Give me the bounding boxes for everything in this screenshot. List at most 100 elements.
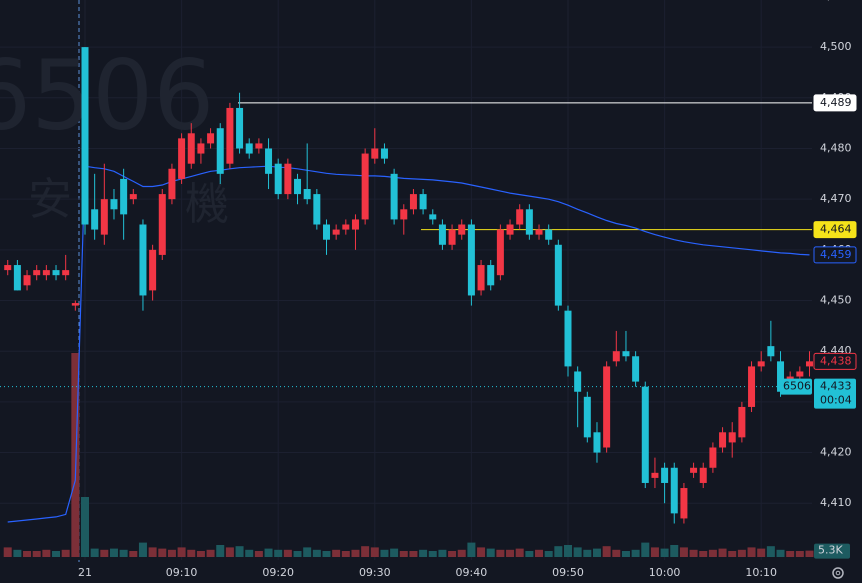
volume-bar (573, 547, 582, 557)
x-tick-label: 09:40 (456, 566, 488, 579)
volume-bar (766, 546, 775, 557)
watermark: 6506 安 機 (0, 39, 229, 230)
volume-bar (631, 549, 640, 557)
candle-body (313, 194, 321, 225)
candle-body (23, 275, 31, 286)
candle-body (796, 371, 804, 377)
last-label: 4,438 (820, 354, 852, 367)
x-tick-label: 09:30 (359, 566, 391, 579)
volume-bar (795, 551, 804, 557)
candle-body (158, 194, 166, 255)
volume-bar (757, 548, 766, 557)
candle-body (323, 224, 330, 240)
volume-bar (689, 549, 698, 557)
y-tick-label: 4,410 (820, 496, 852, 509)
candle-body (467, 224, 475, 296)
candle-body (487, 265, 495, 286)
candle-body (255, 143, 263, 149)
volume-bar (457, 549, 466, 557)
volume-bar (264, 548, 273, 557)
volume-bar (216, 545, 225, 557)
symbol-label: 6506 (783, 380, 811, 393)
volume-bar (496, 549, 505, 557)
candle-body (690, 467, 698, 473)
volume-bar (23, 551, 32, 557)
volume-bar (90, 548, 99, 557)
volume-bar (293, 551, 302, 557)
volume-bar (670, 545, 679, 557)
volume-bar (361, 546, 370, 557)
candle-body (516, 209, 524, 225)
candle-body (216, 128, 224, 174)
candle-body (274, 163, 282, 195)
volume-bar (283, 549, 292, 557)
volume-bar (303, 547, 312, 557)
x-tick-label: 10:10 (745, 566, 777, 579)
ma-label-box (813, 246, 857, 264)
volume-bar (544, 551, 553, 557)
volume-bar (380, 549, 389, 557)
candle-body (207, 133, 215, 144)
candle-body (390, 173, 398, 220)
x-tick-label: 10:00 (649, 566, 681, 579)
settings-icon[interactable] (832, 567, 844, 579)
x-tick-label: 21 (78, 566, 92, 579)
volume-label: 5.3K (818, 544, 843, 557)
volume-bar (109, 548, 118, 557)
candle-body (129, 194, 137, 200)
candle-body (641, 386, 649, 483)
candle-body (458, 224, 466, 235)
candle-body (409, 194, 417, 210)
candle-body (91, 209, 99, 230)
volume-bar (477, 547, 486, 557)
candle-body (535, 229, 543, 235)
volume-bar (728, 551, 737, 557)
candle-body (748, 366, 756, 407)
volume-bar (225, 547, 234, 557)
volume-bar (776, 549, 785, 557)
candle-body (120, 178, 128, 215)
volume-bar (419, 549, 428, 557)
candle-body (525, 209, 533, 235)
volume-bar (71, 353, 80, 557)
y-tick-label: 4,480 (820, 141, 852, 154)
candle-body (806, 361, 813, 367)
level-label-box (813, 94, 857, 112)
settings-icon-center[interactable] (835, 570, 841, 576)
volume-bar (718, 548, 727, 557)
volume-bar (187, 549, 196, 557)
candle-body (342, 224, 350, 230)
volume-bar (592, 548, 601, 557)
volume-bar (158, 548, 167, 557)
candle-body (651, 472, 659, 478)
candle-body (245, 143, 253, 154)
candle-body (477, 265, 485, 291)
candle-body (448, 229, 456, 245)
volume-bar (737, 549, 746, 557)
candle-body (719, 432, 727, 448)
candle-body (757, 361, 765, 367)
moving-average (7, 165, 810, 523)
volume-bar (467, 542, 476, 557)
volume-bar (428, 551, 437, 557)
volume-bar (438, 549, 447, 557)
candle-body (438, 224, 446, 245)
volume-bar (602, 546, 611, 557)
volume-bar (3, 547, 12, 557)
candle-body (738, 406, 746, 438)
candle-body (81, 47, 89, 225)
candle-body (303, 189, 311, 200)
volume-bar (708, 549, 717, 557)
volume-bar (52, 551, 61, 557)
candle-body (139, 224, 147, 296)
level-label: 4,464 (820, 223, 852, 236)
candle-body (545, 229, 553, 240)
volume-bar (525, 551, 534, 557)
candle-body (728, 432, 736, 443)
candle-body (4, 265, 12, 271)
candle-body (574, 371, 582, 392)
volume-bar (119, 549, 128, 557)
settings-button[interactable] (832, 567, 844, 579)
candle-body (777, 361, 785, 392)
